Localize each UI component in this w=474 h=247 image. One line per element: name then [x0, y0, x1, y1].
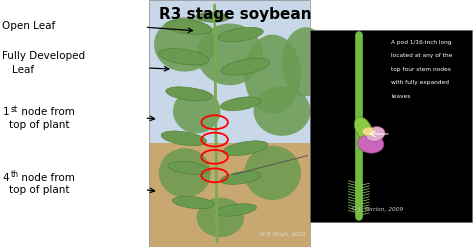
Text: node from: node from — [18, 107, 75, 117]
Ellipse shape — [282, 27, 329, 96]
Text: top of plant: top of plant — [9, 120, 70, 130]
Ellipse shape — [197, 23, 263, 85]
Bar — [149, 0, 310, 247]
Text: 1: 1 — [2, 107, 9, 117]
Ellipse shape — [166, 87, 211, 101]
Text: Fully Developed: Fully Developed — [2, 51, 85, 61]
Ellipse shape — [366, 127, 385, 141]
Ellipse shape — [244, 146, 301, 200]
Text: th: th — [11, 170, 19, 179]
Text: top of plant: top of plant — [9, 185, 70, 195]
Ellipse shape — [159, 148, 211, 198]
Ellipse shape — [220, 171, 261, 185]
Bar — [149, 143, 310, 247]
Ellipse shape — [154, 17, 216, 72]
Text: © J. Terrion, 2009: © J. Terrion, 2009 — [351, 207, 403, 212]
Text: Open Leaf: Open Leaf — [2, 21, 55, 31]
Ellipse shape — [362, 127, 374, 136]
Bar — [310, 30, 472, 222]
Text: st: st — [11, 105, 18, 114]
Ellipse shape — [218, 27, 264, 42]
Ellipse shape — [221, 58, 270, 75]
Ellipse shape — [215, 204, 256, 216]
Text: A pod 1/16-inch long: A pod 1/16-inch long — [391, 40, 452, 44]
Text: M.P. Singh, 2020: M.P. Singh, 2020 — [260, 232, 306, 237]
Ellipse shape — [197, 198, 244, 237]
Text: 4: 4 — [2, 173, 9, 183]
Ellipse shape — [159, 49, 209, 65]
Ellipse shape — [355, 117, 373, 141]
Ellipse shape — [254, 86, 310, 136]
Ellipse shape — [168, 161, 209, 175]
Text: node from: node from — [18, 173, 75, 183]
Ellipse shape — [196, 12, 229, 22]
Ellipse shape — [220, 97, 261, 111]
Ellipse shape — [173, 89, 220, 133]
Text: located at any of the: located at any of the — [391, 53, 452, 58]
Bar — [149, 0, 310, 143]
Text: Leaf: Leaf — [12, 65, 34, 75]
Text: R3 stage soybean: R3 stage soybean — [159, 7, 311, 22]
Text: with fully expanded: with fully expanded — [391, 80, 449, 85]
Ellipse shape — [161, 131, 207, 146]
Text: top four stem nodes: top four stem nodes — [391, 67, 451, 72]
Ellipse shape — [173, 196, 214, 209]
Ellipse shape — [223, 141, 268, 156]
Text: leaves: leaves — [391, 94, 410, 99]
Ellipse shape — [165, 20, 212, 35]
Ellipse shape — [357, 135, 384, 153]
Ellipse shape — [244, 35, 301, 114]
